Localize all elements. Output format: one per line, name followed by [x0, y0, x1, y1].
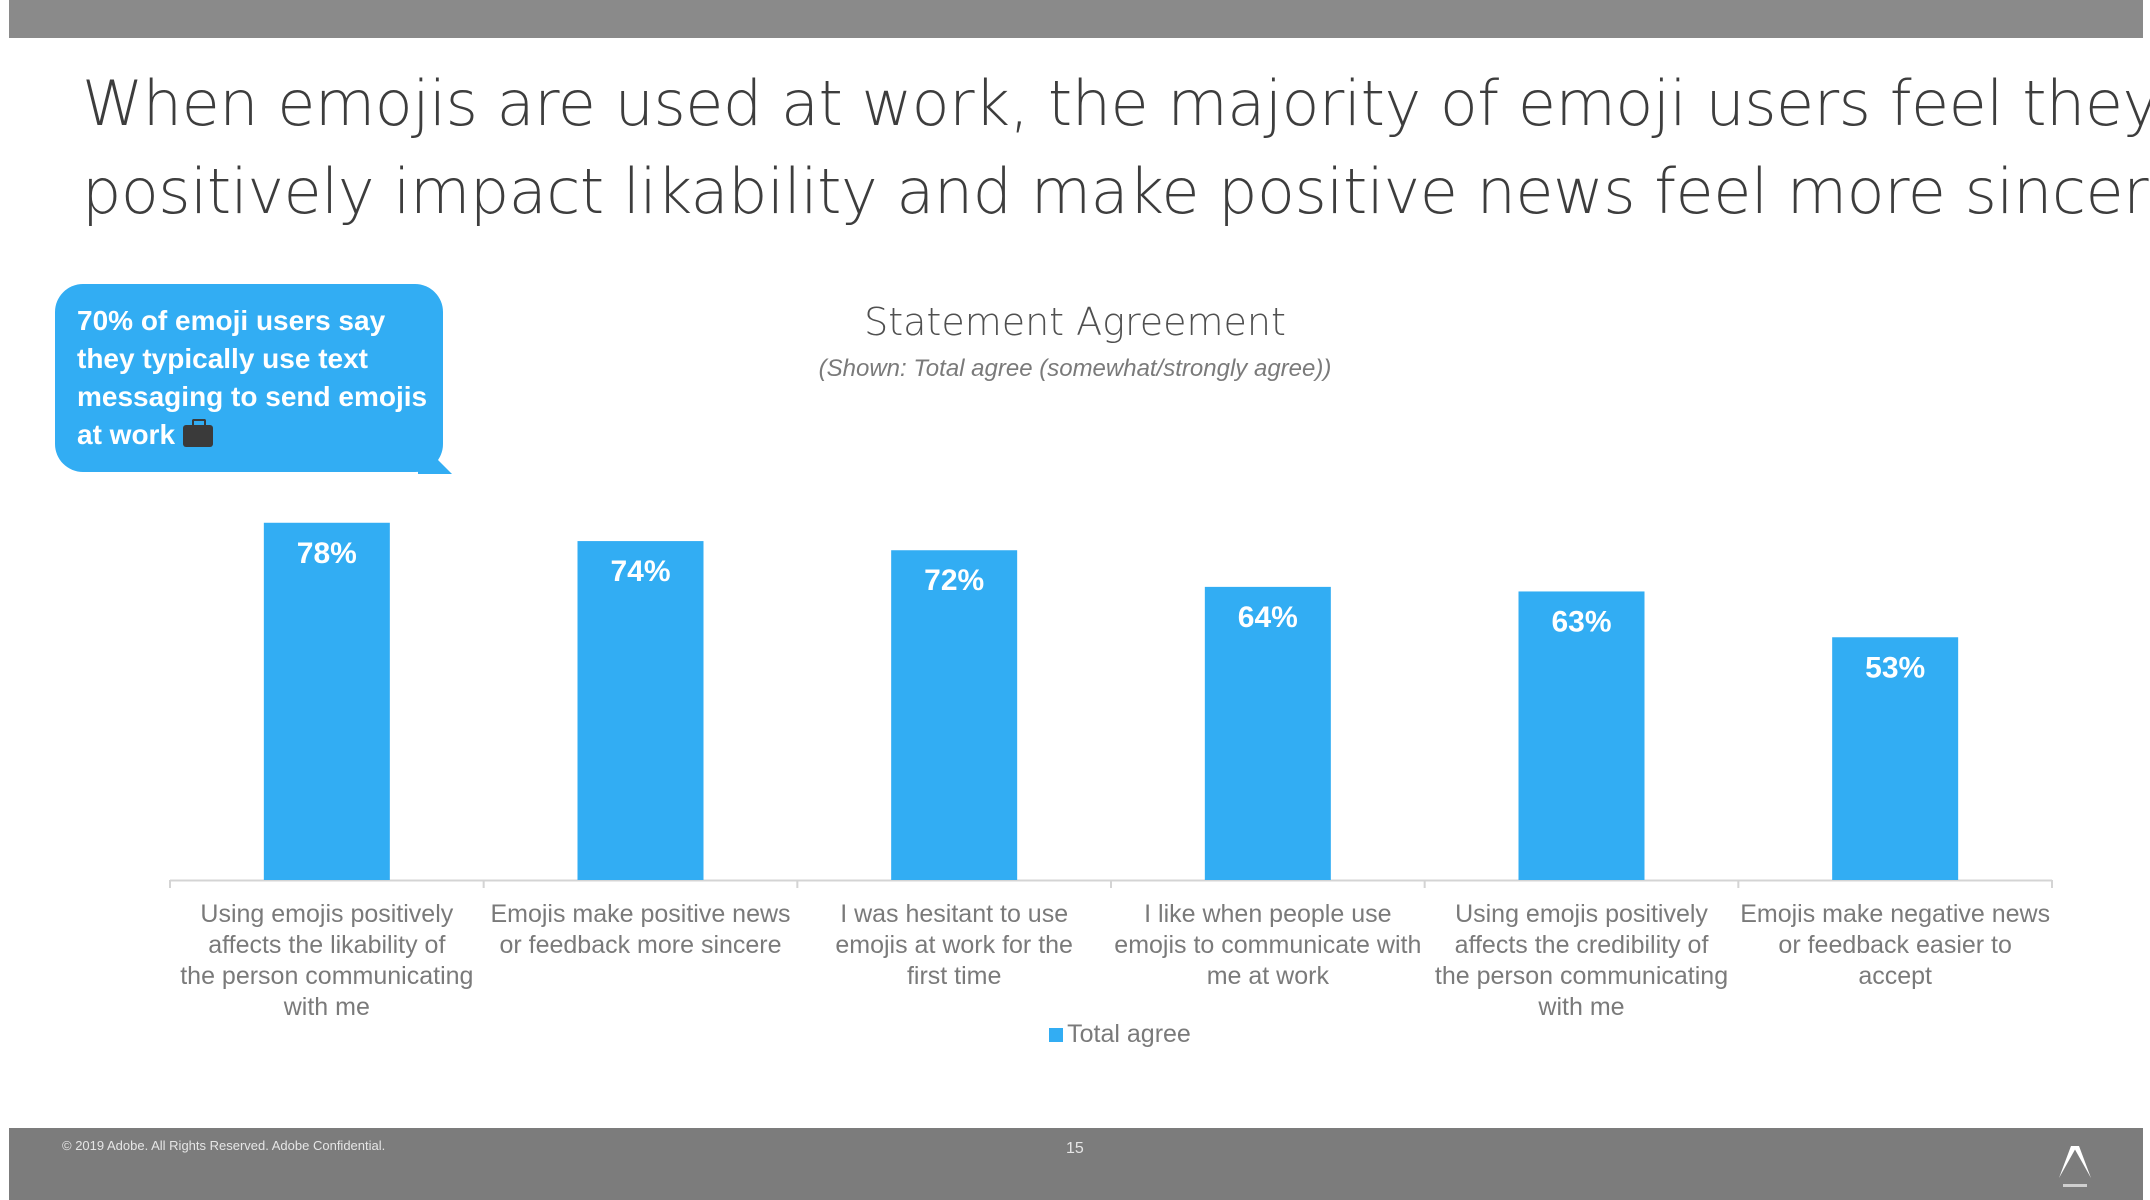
- top-bar: [9, 0, 2143, 38]
- chart-subtitle: (Shown: Total agree (somewhat/strongly a…: [818, 355, 1332, 382]
- bar-value-label: 64%: [1238, 601, 1298, 634]
- bar-value-label: 78%: [297, 537, 357, 570]
- callout-text-container: 70% of emoji users say they typically us…: [77, 302, 437, 454]
- chart-title: Statement Agreement: [864, 300, 1286, 344]
- bar-value-label: 74%: [610, 555, 670, 588]
- category-label: I like when people use emojis to communic…: [1114, 900, 1421, 990]
- bar: [577, 541, 704, 880]
- bar: [263, 522, 390, 880]
- callout-bubble: 70% of emoji users say they typically us…: [55, 284, 443, 472]
- callout-tail: [418, 440, 452, 474]
- category-label: Using emojis positively affects the likab…: [180, 900, 473, 1021]
- bottom-bar: [9, 1128, 2143, 1200]
- headline-line-1: When emojis are used at work, the majori…: [82, 67, 2150, 140]
- bar-value-label: 72%: [924, 564, 984, 597]
- adobe-logo-icon: [2059, 1146, 2091, 1187]
- category-label: Using emojis positively affects the credi…: [1435, 900, 1728, 1021]
- bar: [1204, 586, 1331, 880]
- headline-line-2: positively impact likability and make po…: [82, 155, 2150, 228]
- bar-value-label: 53%: [1865, 651, 1925, 684]
- category-label: Emojis make negative news or feedback eas…: [1740, 900, 2050, 990]
- briefcase-icon: [183, 419, 214, 447]
- category-label: Emojis make positive news or feedback mor…: [490, 900, 790, 959]
- callout-text: 70% of emoji users say they typically us…: [77, 305, 428, 450]
- bar-value-label: 63%: [1551, 605, 1611, 638]
- page-number: 15: [1066, 1140, 1084, 1157]
- bar: [1832, 637, 1959, 880]
- legend-label: Total agree: [1067, 1020, 1191, 1048]
- legend-swatch: [1049, 1028, 1064, 1042]
- category-label: I was hesitant to use emojis at work for …: [835, 900, 1073, 990]
- bar: [1518, 591, 1645, 880]
- bar: [891, 550, 1018, 880]
- footer-copyright: © 2019 Adobe. All Rights Reserved. Adobe…: [62, 1138, 386, 1153]
- chart-legend: Total agree: [0, 1020, 2150, 1049]
- slide-headline: When emojis are used at work, the majori…: [82, 60, 2150, 236]
